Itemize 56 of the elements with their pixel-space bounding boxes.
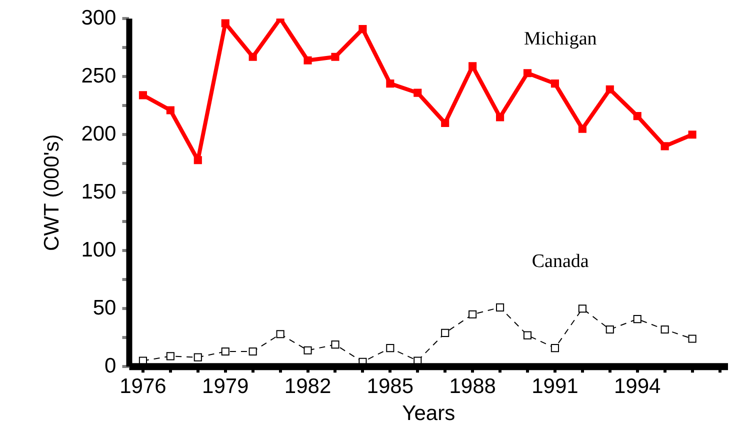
- x-tick-label: 1976: [120, 374, 166, 398]
- point: [441, 118, 450, 128]
- y-tick-label: 50: [92, 296, 116, 320]
- x-tick-label: 1979: [202, 374, 249, 398]
- point: [660, 142, 669, 150]
- y-tick-label: 150: [81, 180, 116, 204]
- y-tick-label: 100: [81, 238, 116, 262]
- point: [688, 130, 696, 139]
- point: [386, 80, 394, 88]
- point: [331, 340, 340, 349]
- point: [166, 106, 174, 114]
- series-label: Canada: [532, 251, 590, 272]
- point: [221, 19, 230, 28]
- point: [496, 113, 504, 122]
- point: [304, 56, 312, 64]
- point: [386, 344, 394, 352]
- point: [441, 328, 450, 337]
- y-tick-label: 200: [81, 122, 116, 146]
- y-tick-label: 300: [81, 6, 116, 30]
- x-tick-label: 1982: [284, 374, 332, 398]
- point: [523, 331, 532, 340]
- point: [194, 156, 202, 164]
- point: [550, 80, 559, 88]
- point: [194, 353, 202, 362]
- point: [414, 88, 422, 97]
- point: [166, 352, 174, 360]
- point: [523, 69, 532, 78]
- point: [331, 52, 340, 61]
- point: [633, 112, 642, 120]
- point: [468, 310, 477, 318]
- y-axis-title: CWT (000's): [40, 134, 64, 252]
- y-tick-label: 0: [104, 354, 116, 378]
- point: [660, 325, 669, 334]
- series-label: Michigan: [524, 28, 598, 50]
- x-tick-label: 1991: [532, 374, 578, 398]
- y-tick-label: 250: [81, 64, 116, 88]
- point: [138, 91, 148, 100]
- point: [468, 62, 477, 70]
- x-tick-label: 1994: [614, 374, 662, 398]
- point: [688, 334, 696, 343]
- point: [606, 325, 614, 334]
- point: [221, 347, 230, 356]
- point: [304, 346, 312, 354]
- point: [633, 315, 642, 324]
- point: [276, 330, 284, 338]
- x-axis-title: Years: [402, 402, 456, 426]
- point: [578, 124, 586, 133]
- point: [248, 347, 257, 356]
- point: [550, 344, 559, 352]
- x-tick-label: 1985: [366, 374, 414, 398]
- x-tick-label: 1988: [449, 374, 496, 398]
- point: [578, 304, 586, 313]
- point: [248, 52, 257, 61]
- point: [358, 25, 367, 34]
- point: [606, 85, 614, 94]
- point: [496, 303, 504, 312]
